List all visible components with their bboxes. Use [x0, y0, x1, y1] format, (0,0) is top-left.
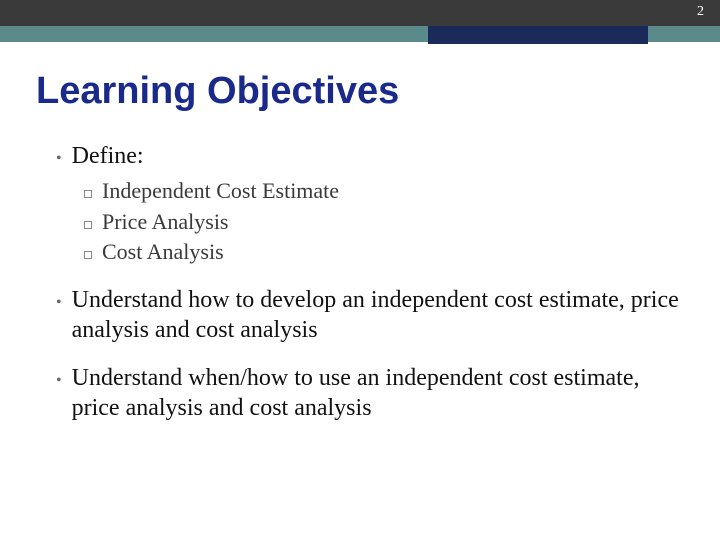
slide-content: • Define: Independent Cost Estimate Pric… [56, 141, 684, 423]
square-bullet-icon [84, 221, 92, 229]
bullet-text: Define: [72, 141, 144, 171]
header-accent-block [428, 26, 648, 44]
bullet-item: • Understand how to develop an independe… [56, 285, 684, 345]
sub-bullet-item: Price Analysis [84, 208, 684, 237]
bullet-text: Understand how to develop an independent… [72, 285, 684, 345]
bullet-icon: • [56, 145, 62, 167]
page-number: 2 [697, 4, 704, 20]
square-bullet-icon [84, 190, 92, 198]
sub-bullet-list: Independent Cost Estimate Price Analysis… [84, 177, 684, 267]
bullet-icon: • [56, 367, 62, 389]
sub-bullet-item: Cost Analysis [84, 238, 684, 267]
bullet-item: • Define: Independent Cost Estimate Pric… [56, 141, 684, 267]
bullet-text: Understand when/how to use an independen… [72, 363, 684, 423]
sub-bullet-text: Cost Analysis [102, 238, 224, 267]
square-bullet-icon [84, 251, 92, 259]
sub-bullet-text: Price Analysis [102, 208, 229, 237]
slide-title: Learning Objectives [36, 70, 720, 113]
header-dark-bar: 2 [0, 0, 720, 26]
sub-bullet-item: Independent Cost Estimate [84, 177, 684, 206]
header-band: 2 [0, 0, 720, 42]
bullet-icon: • [56, 289, 62, 311]
bullet-item: • Understand when/how to use an independ… [56, 363, 684, 423]
sub-bullet-text: Independent Cost Estimate [102, 177, 339, 206]
